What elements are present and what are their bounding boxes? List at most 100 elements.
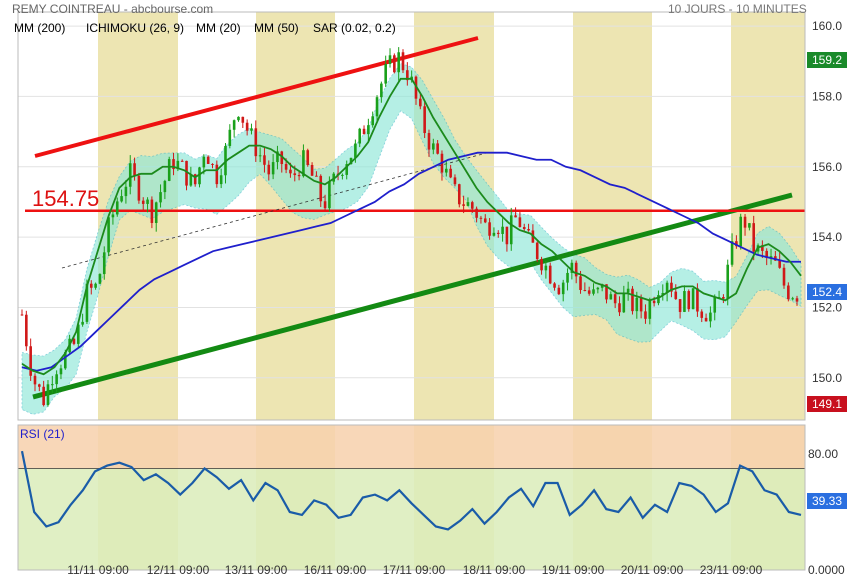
candle-body (137, 175, 141, 201)
candle-body (59, 368, 63, 375)
mm20-line (21, 77, 802, 376)
candle-body (778, 260, 781, 268)
candle-body (38, 384, 41, 387)
candle-body (150, 199, 154, 223)
candle-body (436, 143, 439, 154)
candle-body (613, 294, 617, 304)
mm200-line (21, 151, 801, 372)
price-tick-4: 152.0 (812, 300, 842, 314)
candle-body (159, 192, 162, 203)
candle-body (579, 276, 582, 291)
candle-body (380, 83, 383, 98)
candle-body (20, 314, 24, 316)
candle-body (432, 143, 435, 150)
candle-body (102, 252, 106, 275)
candle-body (211, 163, 214, 165)
candle-body (393, 55, 396, 73)
candle-body (319, 175, 323, 202)
price-axis-ticks: 160.0 158.0 156.0 154.0 152.0 150.0 (812, 19, 842, 385)
candle-body (98, 274, 102, 284)
candle-body (644, 311, 647, 319)
candle-body (310, 164, 314, 176)
candle-body (124, 186, 128, 197)
x-label-7: 20/11 09:00 (621, 563, 684, 577)
candle-body (518, 217, 522, 228)
last-price-badge: 152.4 (807, 284, 847, 300)
candle-body (297, 175, 301, 177)
candle-body (254, 128, 258, 157)
support-trendline (32, 192, 793, 400)
candle-body (280, 151, 284, 165)
rsi-value-badge: 39.33 (807, 493, 847, 509)
candle-body (423, 106, 426, 134)
candle-body (449, 168, 452, 178)
candle-body (51, 384, 54, 386)
candle-body (384, 63, 387, 84)
x-label-5: 18/11 09:00 (463, 563, 526, 577)
candle-body (180, 160, 184, 162)
candle-body (462, 204, 465, 206)
candle-body (488, 222, 491, 236)
candle-body (445, 168, 448, 173)
candle-body (618, 303, 621, 313)
rsi-tick-1: 0.0000 (808, 563, 845, 577)
candle-body (661, 292, 665, 296)
candle-body (89, 283, 93, 288)
candle-body (527, 229, 530, 231)
candle-body (553, 283, 556, 288)
candle-body (345, 164, 349, 175)
rsi-lower-zone (18, 468, 805, 570)
candle-body (228, 129, 232, 146)
candle-body (354, 143, 357, 158)
candle-body (341, 174, 344, 176)
candle-body (267, 164, 271, 175)
candle-body (700, 311, 704, 318)
price-pane-frame (17, 11, 806, 421)
low-badge: 149.1 (807, 396, 847, 412)
candle-body (496, 232, 500, 234)
candle-body (470, 202, 474, 209)
candle-body (787, 285, 790, 300)
candle-body (276, 151, 279, 163)
candle-body (115, 201, 119, 215)
chart-period: 10 JOURS - 10 MINUTES (668, 2, 807, 16)
candle-body (678, 299, 682, 312)
candle-body (514, 215, 517, 218)
candle-body (167, 159, 171, 181)
x-label-8: 23/11 09:00 (700, 563, 763, 577)
day-band (731, 12, 805, 420)
candle-body (63, 352, 67, 369)
candle-body (362, 128, 366, 135)
candle-body (652, 300, 656, 304)
candle-body (522, 227, 526, 230)
candle-body (544, 265, 548, 271)
candle-body (726, 264, 730, 299)
legend-mm200: MM (200) (14, 21, 66, 35)
candle-body (605, 284, 608, 300)
candle-body (535, 242, 539, 260)
candle-body (709, 312, 712, 322)
candle-body (635, 297, 639, 312)
moving-averages (20, 77, 802, 531)
x-label-6: 19/11 09:00 (542, 563, 605, 577)
candle-body (202, 156, 206, 168)
candle-body (648, 300, 652, 319)
candle-body (540, 259, 543, 271)
candle-body (626, 288, 630, 293)
price-tick-2: 156.0 (812, 160, 842, 174)
candle-body (367, 125, 370, 135)
candle-body (237, 116, 240, 121)
candle-body (388, 55, 392, 64)
candle-body (735, 241, 738, 247)
candle-body (765, 250, 768, 258)
candle-body (219, 175, 223, 185)
candle-body (457, 184, 461, 205)
candle-body (743, 216, 747, 228)
level-label: 154.75 (32, 186, 100, 211)
candle-body (306, 150, 310, 165)
candle-body (271, 162, 275, 175)
candle-body (46, 384, 50, 406)
x-axis-labels: 11/11 09:00 12/11 09:00 13/11 09:00 16/11 0… (67, 563, 762, 577)
x-label-2: 13/11 09:00 (225, 563, 288, 577)
candle-body (479, 217, 483, 219)
